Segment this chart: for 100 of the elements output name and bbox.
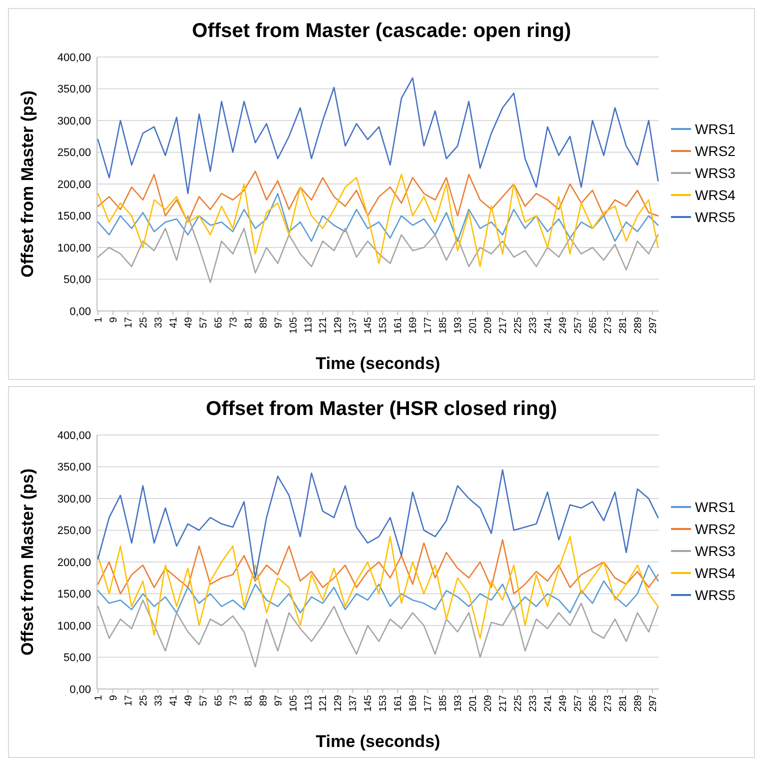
y-axis-title: Offset from Master (ps) — [18, 468, 37, 656]
y-tick-label: 150,00 — [57, 588, 91, 601]
x-tick-label: 105 — [288, 316, 300, 334]
x-tick-label: 89 — [258, 316, 270, 328]
x-tick-label: 49 — [183, 316, 194, 328]
legend-label: WRS2 — [695, 520, 736, 537]
x-tick-label: 193 — [453, 316, 464, 334]
x-tick-label: 89 — [258, 694, 270, 706]
x-tick-label: 9 — [108, 316, 120, 323]
x-tick-label: 209 — [483, 694, 494, 712]
x-tick-label: 65 — [213, 316, 224, 328]
y-tick-label: 100,00 — [57, 620, 91, 632]
x-tick-label: 233 — [528, 316, 540, 334]
y-tick-label: 50,00 — [63, 652, 91, 664]
chart-title: Offset from Master (HSR closed ring) — [206, 398, 558, 420]
x-tick-label: 65 — [213, 694, 224, 706]
x-tick-label: 169 — [408, 316, 420, 334]
x-tick-label: 41 — [168, 694, 180, 706]
x-tick-label: 57 — [198, 694, 210, 706]
x-tick-label: 25 — [138, 316, 150, 328]
y-tick-label: 200,00 — [57, 556, 91, 569]
x-tick-label: 113 — [303, 316, 314, 333]
x-axis-title: Time (seconds) — [316, 732, 440, 751]
x-tick-label: 185 — [438, 694, 450, 712]
x-tick-label: 1 — [93, 316, 104, 323]
x-tick-label: 113 — [303, 694, 314, 711]
y-tick-label: 350,00 — [57, 462, 91, 474]
x-tick-label: 265 — [588, 316, 599, 334]
x-tick-label: 233 — [528, 694, 540, 712]
y-tick-label: 250,00 — [57, 147, 91, 160]
x-tick-label: 33 — [153, 316, 164, 328]
x-tick-label: 217 — [498, 316, 510, 334]
x-tick-label: 105 — [288, 694, 300, 712]
chart-title: Offset from Master (cascade: open ring) — [192, 20, 571, 42]
legend-label: WRS4 — [695, 186, 736, 203]
x-tick-label: 137 — [348, 316, 360, 334]
x-tick-label: 161 — [393, 316, 404, 334]
legend-label: WRS3 — [695, 542, 736, 559]
x-tick-label: 297 — [648, 694, 659, 712]
line-series — [97, 564, 659, 614]
legend-label: WRS5 — [695, 586, 736, 603]
x-tick-label: 17 — [123, 316, 134, 328]
x-tick-label: 1 — [93, 694, 104, 701]
x-tick-label: 9 — [108, 694, 120, 701]
x-tick-label: 121 — [318, 316, 330, 334]
y-tick-label: 400,00 — [57, 430, 91, 442]
x-tick-label: 257 — [573, 694, 584, 712]
line-series — [97, 536, 659, 639]
x-tick-label: 129 — [333, 694, 344, 712]
legend-label: WRS3 — [695, 164, 736, 181]
y-tick-label: 400,00 — [57, 52, 91, 64]
x-tick-label: 17 — [123, 694, 134, 706]
x-tick-label: 193 — [453, 694, 464, 712]
x-tick-label: 241 — [543, 694, 554, 712]
line-series — [97, 192, 659, 242]
x-tick-label: 201 — [468, 694, 480, 712]
x-tick-label: 25 — [138, 694, 150, 706]
x-tick-label: 57 — [198, 316, 210, 328]
x-tick-label: 177 — [423, 316, 434, 334]
line-series — [97, 215, 659, 284]
x-tick-label: 41 — [168, 316, 180, 328]
x-tick-label: 217 — [498, 694, 510, 712]
x-tick-label: 241 — [543, 316, 554, 334]
x-tick-label: 129 — [333, 316, 344, 334]
x-tick-label: 33 — [153, 694, 164, 706]
line-series — [97, 599, 659, 668]
legend-label: WRS5 — [695, 208, 736, 225]
x-tick-label: 249 — [558, 316, 570, 334]
x-tick-label: 289 — [632, 694, 644, 712]
x-tick-label: 257 — [573, 316, 584, 334]
line-series — [97, 77, 659, 194]
y-tick-label: 0,00 — [70, 306, 91, 318]
x-tick-label: 169 — [408, 694, 420, 712]
x-tick-label: 201 — [468, 316, 480, 334]
x-tick-label: 177 — [423, 694, 434, 712]
x-tick-label: 225 — [513, 694, 524, 712]
legend-label: WRS4 — [695, 564, 736, 581]
legend-label: WRS1 — [695, 498, 736, 515]
x-tick-label: 81 — [243, 694, 254, 706]
x-tick-label: 297 — [648, 316, 659, 334]
x-tick-label: 153 — [378, 694, 390, 712]
x-tick-label: 73 — [228, 316, 240, 328]
x-tick-label: 145 — [363, 694, 374, 712]
x-tick-label: 137 — [348, 694, 360, 712]
x-tick-label: 265 — [588, 694, 599, 712]
x-tick-label: 153 — [378, 316, 390, 334]
x-tick-label: 145 — [363, 316, 374, 334]
y-tick-label: 350,00 — [57, 84, 91, 96]
y-tick-label: 300,00 — [57, 493, 91, 506]
y-tick-label: 150,00 — [57, 210, 91, 223]
x-tick-label: 97 — [273, 694, 284, 706]
x-tick-label: 289 — [632, 316, 644, 334]
x-tick-label: 185 — [438, 316, 450, 334]
x-tick-label: 81 — [243, 316, 254, 328]
x-tick-label: 49 — [183, 694, 194, 706]
x-tick-label: 73 — [228, 694, 240, 706]
line-series — [97, 539, 659, 594]
line-series — [97, 174, 659, 268]
y-tick-label: 200,00 — [57, 178, 91, 191]
y-tick-label: 0,00 — [70, 684, 91, 696]
